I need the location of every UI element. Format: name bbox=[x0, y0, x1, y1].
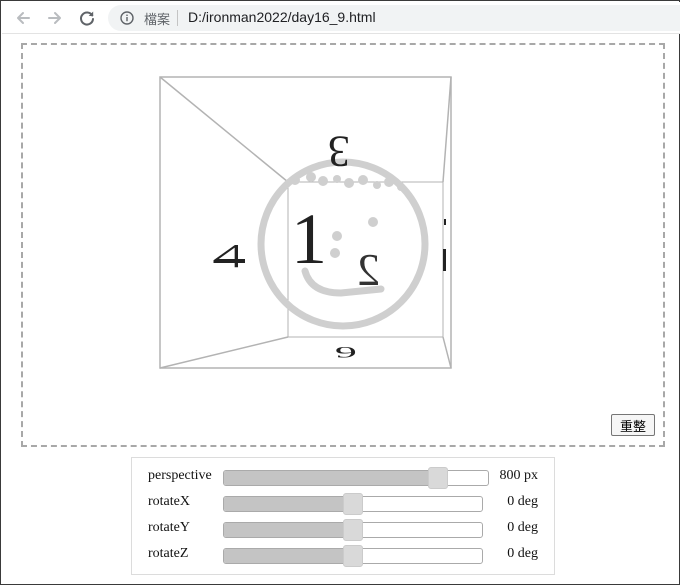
watermark-logo bbox=[257, 158, 429, 330]
slider-fill bbox=[224, 549, 353, 563]
protocol-label: 檔案 bbox=[144, 13, 171, 28]
arrow-right-icon bbox=[48, 12, 61, 24]
info-icon[interactable] bbox=[120, 11, 134, 25]
address-bar[interactable]: 檔案 D:/ironman2022/day16_9.html bbox=[108, 5, 680, 31]
control-label: perspective bbox=[148, 468, 212, 483]
control-row-perspective: perspective 800 px bbox=[132, 464, 554, 490]
control-row-rotatex: rotateX 0 deg bbox=[132, 490, 554, 516]
control-row-rotatey: rotateY 0 deg bbox=[132, 516, 554, 542]
control-label: rotateZ bbox=[148, 546, 189, 561]
forward-button[interactable] bbox=[44, 7, 66, 29]
cube-edge-bottom-left bbox=[159, 336, 289, 369]
reload-icon bbox=[80, 11, 94, 26]
rotatex-slider-thumb[interactable] bbox=[343, 493, 363, 515]
face-right-mark-top bbox=[444, 219, 446, 225]
url-text[interactable]: D:/ironman2022/day16_9.html bbox=[188, 9, 376, 25]
rotatez-slider-thumb[interactable] bbox=[343, 545, 363, 567]
face-label-back: 2 bbox=[357, 244, 380, 295]
reload-button[interactable] bbox=[76, 7, 98, 29]
cube-edge-top-left bbox=[159, 76, 289, 183]
divider bbox=[177, 10, 178, 26]
slider-fill bbox=[224, 497, 353, 511]
back-button[interactable] bbox=[12, 7, 34, 29]
control-value: 800 px bbox=[499, 468, 539, 483]
control-panel: perspective 800 px rotateX 0 deg rotateY… bbox=[131, 457, 555, 575]
control-value: 0 deg bbox=[507, 520, 538, 535]
browser-toolbar: 檔案 D:/ironman2022/day16_9.html bbox=[2, 2, 680, 34]
control-value: 0 deg bbox=[507, 494, 538, 509]
rotatey-slider-thumb[interactable] bbox=[343, 519, 363, 541]
slider-fill bbox=[224, 523, 353, 537]
cube-edge-top-right bbox=[442, 76, 452, 183]
perspective-slider-thumb[interactable] bbox=[428, 467, 449, 489]
control-value: 0 deg bbox=[507, 546, 538, 561]
demo-stage: 1 2 2 3 4 6 重整 bbox=[21, 43, 665, 447]
reset-button[interactable]: 重整 bbox=[611, 414, 655, 436]
face-label-top: 3 bbox=[328, 127, 350, 176]
face-right-mark bbox=[443, 249, 446, 271]
cube-front-edge bbox=[159, 76, 452, 369]
face-label-bottom: 6 bbox=[335, 343, 357, 360]
slider-fill bbox=[224, 471, 438, 485]
control-label: rotateX bbox=[148, 494, 190, 509]
arrow-left-icon bbox=[17, 12, 30, 24]
control-label: rotateY bbox=[148, 520, 190, 535]
cube-scene: 1 2 2 3 4 6 bbox=[159, 76, 452, 369]
control-row-rotatez: rotateZ 0 deg bbox=[132, 542, 554, 568]
face-label-left: 4 bbox=[203, 244, 256, 268]
face-label-front: 1 bbox=[291, 199, 327, 279]
cube-edge-bottom-right bbox=[442, 336, 452, 369]
perspective-slider-track[interactable] bbox=[223, 470, 489, 486]
